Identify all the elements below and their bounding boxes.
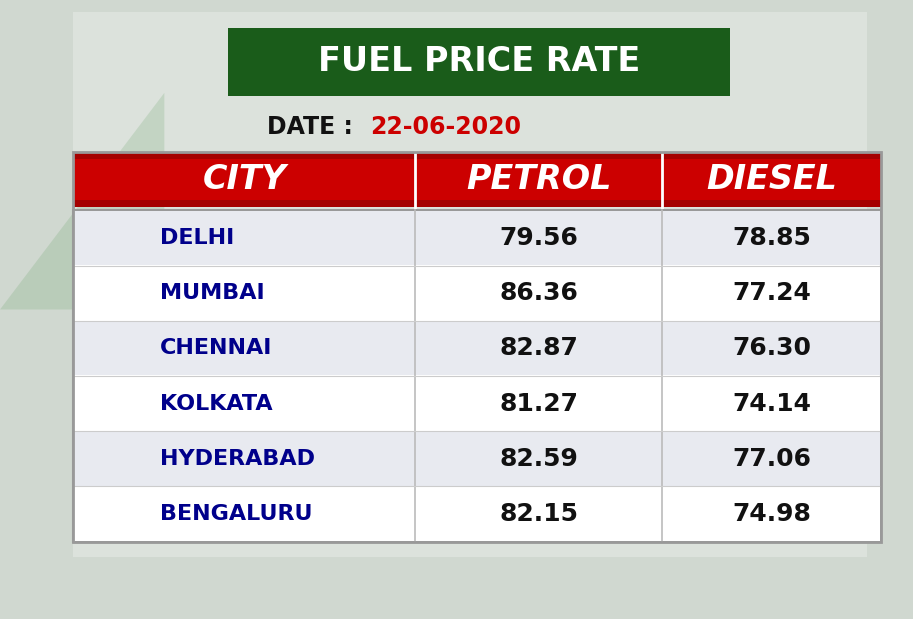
Bar xyxy=(74,432,880,486)
Bar xyxy=(73,152,881,207)
Text: BENGALURU: BENGALURU xyxy=(160,504,312,524)
Text: CHENNAI: CHENNAI xyxy=(160,339,272,358)
Bar xyxy=(73,152,881,159)
Bar xyxy=(73,200,881,207)
Text: HYDERABAD: HYDERABAD xyxy=(160,449,315,469)
Bar xyxy=(74,376,880,431)
Text: 74.98: 74.98 xyxy=(732,502,811,526)
Polygon shape xyxy=(0,93,164,310)
Text: FUEL PRICE RATE: FUEL PRICE RATE xyxy=(319,45,640,79)
Text: MUMBAI: MUMBAI xyxy=(160,284,265,303)
Text: DELHI: DELHI xyxy=(160,228,234,248)
Bar xyxy=(74,211,880,265)
Text: 82.15: 82.15 xyxy=(499,502,578,526)
Text: DIESEL: DIESEL xyxy=(706,163,837,196)
Text: KOLKATA: KOLKATA xyxy=(160,394,272,413)
Bar xyxy=(228,28,730,96)
Bar xyxy=(73,210,881,542)
Text: CITY: CITY xyxy=(203,163,286,196)
Text: 82.59: 82.59 xyxy=(499,447,578,471)
Text: 76.30: 76.30 xyxy=(732,337,811,360)
Text: 81.27: 81.27 xyxy=(499,392,578,415)
Text: 86.36: 86.36 xyxy=(499,281,578,305)
Bar xyxy=(74,487,880,541)
Text: 77.06: 77.06 xyxy=(732,447,811,471)
Text: 78.85: 78.85 xyxy=(732,226,811,250)
Bar xyxy=(73,12,867,557)
Text: DATE :: DATE : xyxy=(267,115,361,139)
Bar xyxy=(73,152,881,542)
Text: 79.56: 79.56 xyxy=(499,226,578,250)
Bar xyxy=(74,266,880,320)
Text: PETROL: PETROL xyxy=(466,163,612,196)
Text: 77.24: 77.24 xyxy=(732,281,811,305)
Text: 82.87: 82.87 xyxy=(499,337,578,360)
Bar xyxy=(74,321,880,375)
Text: 74.14: 74.14 xyxy=(732,392,811,415)
Text: 22-06-2020: 22-06-2020 xyxy=(370,115,520,139)
